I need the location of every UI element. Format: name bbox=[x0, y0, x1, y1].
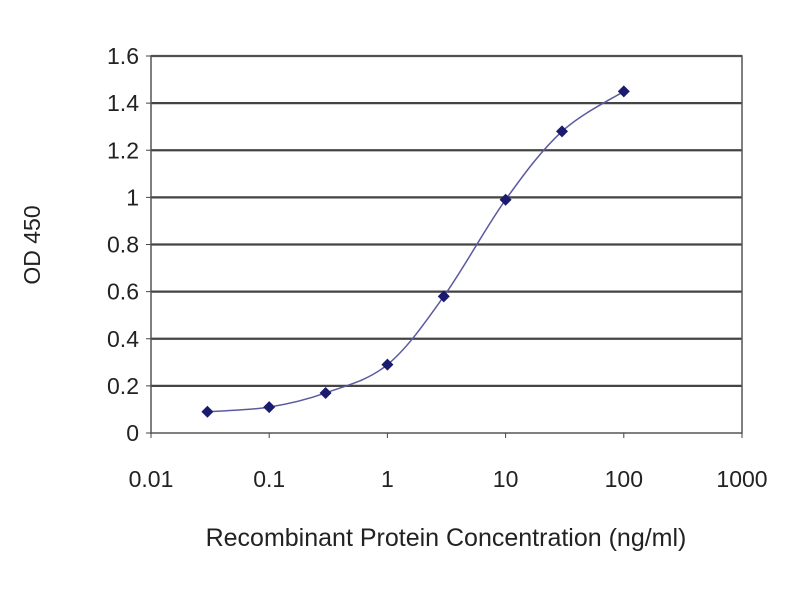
data-point bbox=[499, 193, 512, 206]
data-point bbox=[617, 85, 630, 98]
x-tick-label: 1 bbox=[381, 466, 394, 492]
data-point bbox=[555, 125, 568, 138]
y-tick-label: 1.4 bbox=[107, 90, 139, 116]
x-tick-label: 1000 bbox=[716, 466, 767, 492]
y-axis: 0 0.2 0.4 0.6 0.8 1 1.2 1.4 1.6 bbox=[107, 43, 151, 446]
y-tick-label: 0.2 bbox=[107, 373, 139, 399]
x-axis: 0.01 0.1 1 10 100 1000 bbox=[129, 433, 768, 492]
data-point bbox=[319, 386, 332, 399]
y-tick-label: 1.2 bbox=[107, 137, 139, 163]
y-tick-label: 0.8 bbox=[107, 232, 139, 258]
y-tick-label: 0.6 bbox=[107, 279, 139, 305]
x-tick-label: 0.01 bbox=[129, 466, 174, 492]
gridlines bbox=[151, 54, 742, 387]
y-tick-label: 1 bbox=[126, 184, 139, 210]
x-axis-label: Recombinant Protein Concentration (ng/ml… bbox=[206, 524, 687, 552]
data-point bbox=[381, 358, 394, 371]
series-line bbox=[207, 90, 625, 413]
x-tick-label: 100 bbox=[605, 466, 643, 492]
y-axis-label: OD 450 bbox=[19, 205, 45, 284]
data-point bbox=[201, 405, 214, 418]
data-point bbox=[437, 290, 450, 303]
y-tick-label: 0 bbox=[126, 420, 139, 446]
data-points bbox=[201, 85, 630, 418]
x-tick-label: 10 bbox=[493, 466, 519, 492]
data-point bbox=[263, 401, 276, 414]
y-tick-label: 0.4 bbox=[107, 326, 139, 352]
y-tick-label: 1.6 bbox=[107, 43, 139, 69]
x-tick-label: 0.1 bbox=[253, 466, 285, 492]
